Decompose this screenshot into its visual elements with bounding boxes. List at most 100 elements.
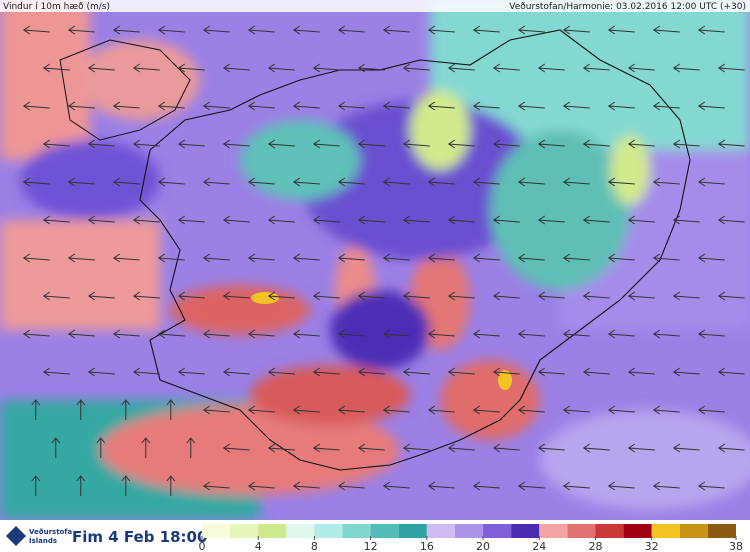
- wind-arrow: [132, 291, 160, 301]
- wind-arrow: [627, 63, 655, 73]
- wind-arrow: [697, 253, 725, 263]
- wind-arrow: [132, 215, 160, 225]
- wind-arrow: [76, 399, 86, 420]
- wind-arrow: [447, 443, 475, 453]
- colorbar-segment: [342, 524, 371, 538]
- wind-arrow: [67, 101, 95, 111]
- wind-arrow: [607, 177, 635, 187]
- blob: [240, 120, 360, 200]
- wind-arrow: [202, 405, 230, 415]
- wind-arrow: [132, 139, 160, 149]
- wind-arrow: [517, 253, 545, 263]
- wind-arrow: [112, 329, 140, 339]
- wind-arrow: [427, 405, 455, 415]
- blob: [0, 0, 90, 160]
- wind-arrow: [562, 329, 590, 339]
- wind-arrow: [717, 443, 745, 453]
- wind-arrow: [697, 405, 725, 415]
- wind-arrow: [42, 63, 70, 73]
- wind-arrow: [627, 215, 655, 225]
- wind-arrow: [312, 63, 340, 73]
- wind-arrow: [177, 367, 205, 377]
- wind-arrow: [582, 63, 610, 73]
- wind-arrow: [312, 215, 340, 225]
- wind-arrow: [247, 25, 275, 35]
- wind-arrow: [357, 367, 385, 377]
- logo-text: Íslands: [29, 536, 57, 545]
- wind-arrow: [427, 177, 455, 187]
- blob: [170, 285, 310, 335]
- wind-arrow: [652, 481, 680, 491]
- wind-arrow: [22, 25, 50, 35]
- wind-arrow: [67, 253, 95, 263]
- wind-arrow: [627, 367, 655, 377]
- colorbar-segment: [370, 524, 399, 538]
- wind-arrow: [166, 475, 176, 496]
- wind-arrow: [472, 405, 500, 415]
- wind-arrow: [67, 329, 95, 339]
- wind-arrow: [627, 291, 655, 301]
- blob: [610, 135, 650, 205]
- wind-arrow: [312, 291, 340, 301]
- colorbar-tick-label: 28: [588, 540, 602, 552]
- wind-arrow: [337, 481, 365, 491]
- wind-arrow: [42, 291, 70, 301]
- wind-arrow: [31, 399, 41, 420]
- wind-arrow: [22, 329, 50, 339]
- wind-arrow: [562, 101, 590, 111]
- wind-arrow: [492, 443, 520, 453]
- wind-arrow: [562, 25, 590, 35]
- wind-arrow: [562, 177, 590, 187]
- wind-arrow: [357, 291, 385, 301]
- wind-arrow: [247, 329, 275, 339]
- blob: [20, 140, 160, 220]
- wind-arrow: [382, 253, 410, 263]
- wind-arrow: [697, 177, 725, 187]
- wind-arrow: [132, 367, 160, 377]
- colorbar-segment: [679, 524, 708, 538]
- wind-arrow: [652, 329, 680, 339]
- colorbar-segment: [398, 524, 427, 538]
- wind-arrow: [427, 481, 455, 491]
- blob: [330, 290, 430, 370]
- wind-arrow: [157, 25, 185, 35]
- wind-arrow: [247, 405, 275, 415]
- wind-arrow: [267, 215, 295, 225]
- wind-arrow: [402, 443, 430, 453]
- blob: [490, 130, 630, 290]
- wind-arrow: [537, 139, 565, 149]
- wind-arrow: [202, 253, 230, 263]
- wind-arrow: [76, 475, 86, 496]
- wind-field: [0, 0, 750, 520]
- wind-arrow: [672, 291, 700, 301]
- wind-arrow: [202, 481, 230, 491]
- wind-arrow: [447, 291, 475, 301]
- wind-arrow: [517, 481, 545, 491]
- wind-arrow: [337, 177, 365, 187]
- wind-arrow: [166, 399, 176, 420]
- wind-arrow: [427, 25, 455, 35]
- wind-arrow: [247, 177, 275, 187]
- wind-arrow: [292, 177, 320, 187]
- wind-arrow: [202, 329, 230, 339]
- wind-arrow: [672, 63, 700, 73]
- wind-arrow: [112, 25, 140, 35]
- blob: [251, 292, 279, 304]
- wind-arrow: [492, 139, 520, 149]
- wind-arrow: [717, 367, 745, 377]
- colorbar-segment: [511, 524, 540, 538]
- wind-arrow: [492, 215, 520, 225]
- wind-arrow: [382, 405, 410, 415]
- wind-arrow: [492, 63, 520, 73]
- wind-arrow: [697, 25, 725, 35]
- wind-arrow: [537, 443, 565, 453]
- coastline: [59, 39, 191, 141]
- wind-arrow: [177, 215, 205, 225]
- colorbar-tick-label: 32: [645, 540, 659, 552]
- wind-arrow: [337, 329, 365, 339]
- wind-arrow: [357, 443, 385, 453]
- colorbar-segment: [567, 524, 596, 538]
- wind-arrow: [472, 25, 500, 35]
- wind-arrow: [157, 101, 185, 111]
- wind-arrow: [22, 101, 50, 111]
